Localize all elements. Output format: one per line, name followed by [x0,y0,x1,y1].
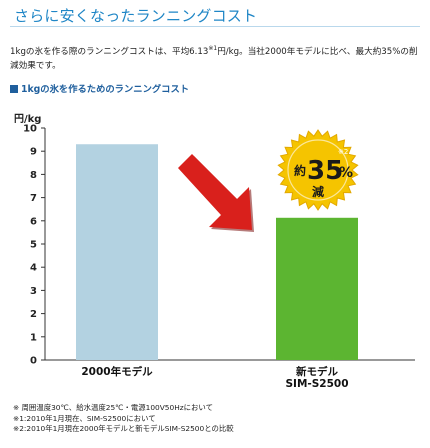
square-bullet-icon [10,85,18,93]
y-tick-label: 7 [30,193,37,204]
intro-ref: ※1 [208,45,218,52]
badge-ref: ※2 [338,148,348,156]
bar [276,217,358,360]
starburst-ring [287,139,349,201]
y-tick-label: 5 [30,240,37,251]
page-title: さらに安くなったランニングコスト [14,7,258,25]
y-tick-label: 4 [30,263,37,274]
badge-value: 35 [307,156,343,186]
decrease-arrow-icon [178,154,254,232]
bar [76,144,158,360]
reduction-badge: 約 35% 減 ※2 [277,129,359,211]
footnotes: ※ 周囲温度30℃、給水温度25℃・電源100V50Hzにおいて ※1:2010… [13,403,234,435]
y-tick-label: 9 [30,147,37,158]
y-axis-unit: 円/kg [14,114,42,125]
y-tick-label: 3 [30,286,37,297]
intro-text: 1kgの氷を作る際のランニングコストは、平均6.13※1円/kg。当社2000年… [10,42,420,73]
x-axis-labels: 2000年モデル 新モデルSIM-S2500 [81,365,348,390]
title-divider [10,26,420,27]
section-heading-text: 1kgの氷を作るためのランニングコスト [21,84,190,95]
chart-bars [76,144,358,360]
starburst-shape [277,129,359,211]
badge-percent: % [339,165,353,181]
badge-suffix: 減 [312,184,324,199]
footnote: ※2:2010年1月現在2000年モデルと新モデルSIM-S2500との比較 [13,424,234,433]
y-axis-ticks: 0 1 2 3 4 5 6 7 8 9 10 [23,124,45,367]
x-category-label: SIM-S2500 [285,378,348,390]
y-tick-label: 2 [30,309,37,320]
intro-text-after: 円/kg。当社2000年モデルに比べ、最大約35%の削減効果です。 [10,47,418,71]
section-heading: 1kgの氷を作るためのランニングコスト [10,81,189,95]
y-tick-label: 6 [30,216,37,227]
badge-prefix: 約 [294,163,306,178]
intro-text-before: 1kgの氷を作る際のランニングコストは、平均6.13 [10,47,209,57]
footnote: ※1:2010年1月現在、SIM-S2500において [13,413,156,423]
footnote: ※ 周囲温度30℃、給水温度25℃・電源100V50Hzにおいて [13,403,213,412]
x-category-label: 2000年モデル [81,365,153,378]
x-category-label: 新モデル [296,365,338,378]
y-tick-label: 8 [30,170,37,181]
y-tick-label: 10 [23,124,37,135]
arrow-shape [178,154,252,230]
y-tick-label: 1 [30,332,37,343]
bar-chart: 0 1 2 3 4 5 6 7 8 9 10 2000年モデル 新モデルSIM-S2500 約 35% 減… [23,124,415,390]
y-tick-label: 0 [30,356,37,367]
